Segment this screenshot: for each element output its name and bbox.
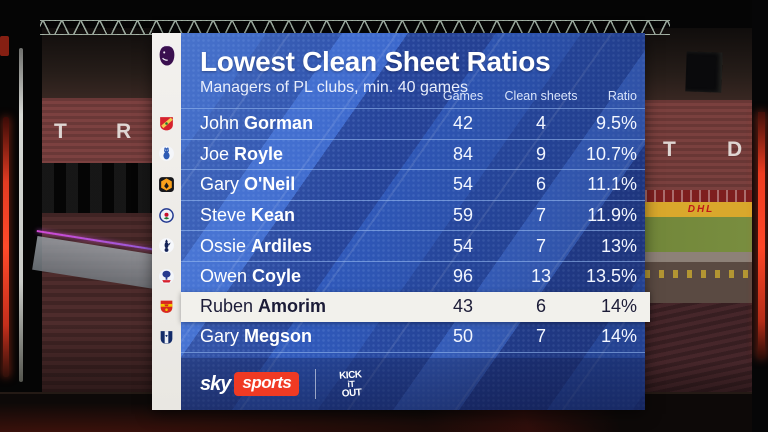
stadium-tier [645, 252, 757, 303]
dhl-ad-board: DHL [645, 202, 757, 217]
red-light-top-left [0, 36, 9, 56]
clean-sheets-value: 7 [535, 235, 546, 256]
games-value: 59 [452, 205, 474, 226]
sky-wordmark: sky [200, 372, 231, 395]
games-value: 50 [452, 326, 474, 347]
manager-name: Gary O'Neil [200, 174, 296, 195]
kick-it-out-logo: KICK iT OUT [339, 368, 363, 400]
manager-name: Steve Kean [200, 205, 296, 226]
crest-cells [152, 108, 181, 353]
table-rows: John Gorman 42 4 9.5% Joe Royle 84 9 10.7%… [181, 108, 650, 353]
manager-name: Ossie Ardiles [200, 235, 313, 256]
manager-name: Ruben Amorim [200, 296, 327, 317]
games-value: 54 [452, 235, 474, 256]
stadium-pitch [645, 217, 757, 252]
ratio-value: 11.9% [587, 205, 637, 226]
club-crest-wolverhampton-wanderers-icon [152, 169, 181, 200]
studio-pillar-right [752, 0, 768, 432]
manager-name: Joe Royle [200, 143, 284, 164]
speaker-box [685, 51, 723, 93]
stats-panel: Lowest Clean Sheet Ratios Managers of PL… [152, 33, 650, 410]
table-row: Steve Kean 59 7 11.9% [181, 199, 645, 231]
stadium-upper-stand: T R [42, 98, 154, 163]
club-crest-bolton-wanderers-icon [152, 261, 181, 292]
ratio-value: 10.7% [585, 143, 637, 164]
column-headers: Games Clean sheets Ratio [181, 89, 645, 103]
clean-sheets-value: 6 [535, 174, 546, 195]
games-value: 84 [452, 143, 474, 164]
stadium-seats [645, 303, 757, 400]
panel-body: Lowest Clean Sheet Ratios Managers of PL… [181, 33, 650, 410]
stadium-pitch [42, 163, 154, 213]
footer-divider [315, 369, 317, 399]
stand-letter: T [663, 138, 676, 161]
table-row: John Gorman 42 4 9.5% [181, 108, 645, 139]
club-crest-oldham-athletic-icon [152, 139, 181, 170]
sky-sports-logo: sky sports [200, 372, 300, 396]
sports-wordmark: sports [234, 372, 300, 396]
club-crest-manchester-united-icon [152, 292, 181, 323]
table-row: Owen Coyle 96 13 13.5% [181, 260, 645, 292]
club-crest-swindon-town-icon [152, 108, 181, 139]
red-light-strip-left [3, 117, 9, 377]
clean-sheets-value: 7 [535, 205, 546, 226]
games-value: 43 [452, 296, 474, 317]
club-crest-west-bromwich-albion-icon [152, 322, 181, 353]
stadium-upper-stand: T D [645, 100, 757, 190]
manager-name: John Gorman [200, 113, 314, 134]
premier-league-logo-icon [155, 41, 179, 69]
column-header-clean-sheets: Clean sheets [504, 89, 578, 103]
video-wall-left: T R [32, 28, 166, 400]
clean-sheets-value: 7 [535, 326, 546, 347]
games-value: 54 [452, 174, 474, 195]
clean-sheets-value: 13 [530, 266, 552, 287]
clean-sheets-value: 4 [535, 113, 546, 134]
manager-name: Owen Coyle [200, 266, 302, 287]
ratio-value: 13.5% [585, 266, 637, 287]
panel-footer: sky sports KICK iT OUT [181, 358, 645, 410]
table-row: Joe Royle 84 9 10.7% [181, 138, 645, 170]
clean-sheets-value: 9 [535, 143, 546, 164]
club-crest-strip [152, 33, 181, 410]
panel-title: Lowest Clean Sheet Ratios [200, 46, 551, 77]
column-header-games: Games [442, 89, 484, 103]
club-crest-tottenham-hotspur-icon [152, 230, 181, 261]
stand-letter: R [116, 120, 132, 143]
ratio-value: 13% [600, 235, 637, 256]
manager-name: Gary Megson [200, 326, 313, 347]
stand-letter: T [54, 120, 67, 143]
ratio-value: 11.1% [587, 174, 637, 195]
ratio-value: 14% [600, 296, 637, 317]
clean-sheets-value: 6 [535, 296, 546, 317]
ratio-value: 9.5% [595, 113, 637, 134]
stand-letter: D [727, 138, 743, 161]
stadium-roof [42, 28, 154, 98]
ad-board [645, 190, 757, 202]
column-header-ratio: Ratio [607, 89, 637, 103]
table-row: Ossie Ardiles 54 7 13% [181, 230, 645, 261]
table-row: Ruben Amorim 43 6 14% [181, 291, 650, 323]
ratio-value: 14% [600, 326, 637, 347]
club-crest-blackburn-rovers-icon [152, 200, 181, 231]
white-light-strip-left [19, 48, 23, 382]
table-row: Gary O'Neil 54 6 11.1% [181, 169, 645, 200]
red-light-strip-right [758, 112, 765, 358]
panel-subtitle: Managers of PL clubs, min. 40 games [200, 79, 468, 96]
games-value: 42 [452, 113, 474, 134]
table-row: Gary Megson 50 7 14% [181, 322, 645, 353]
games-value: 96 [452, 266, 474, 287]
